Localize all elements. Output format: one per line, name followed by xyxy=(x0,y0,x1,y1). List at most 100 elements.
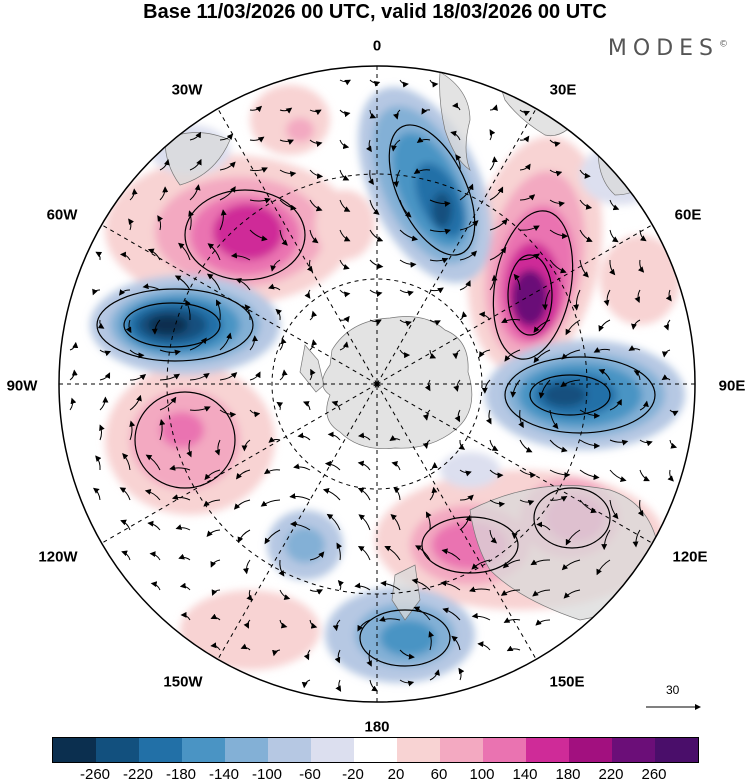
wind-vector xyxy=(399,349,411,359)
wind-vector xyxy=(609,199,620,211)
wind-vector xyxy=(279,369,288,381)
wind-vector xyxy=(293,463,311,471)
wind-vector xyxy=(216,299,222,321)
wind-vector xyxy=(270,259,281,272)
wind-vector xyxy=(573,289,581,311)
wind-vector xyxy=(415,545,431,561)
colorbar-tick-label: -140 xyxy=(208,766,240,783)
colorbar xyxy=(52,737,699,763)
colorbar-swatch xyxy=(440,738,483,762)
lon-label-180: 180 xyxy=(364,718,390,736)
wind-vector xyxy=(279,107,293,114)
wind-vector xyxy=(549,229,569,240)
colorbar-tick-label: -260 xyxy=(79,766,111,783)
wind-vector xyxy=(129,420,136,441)
wind-vector xyxy=(459,311,468,321)
wind-vector xyxy=(489,439,499,451)
wind-vector xyxy=(339,199,351,212)
wind-vector xyxy=(339,79,351,86)
wind-vector xyxy=(429,257,449,264)
wind-vector xyxy=(579,499,597,514)
colorbar-swatch xyxy=(139,738,182,762)
wind-vector xyxy=(303,649,311,661)
wind-vector xyxy=(206,529,221,537)
colorbar-tick-label: -100 xyxy=(251,766,283,783)
wind-vector xyxy=(502,559,521,569)
wind-vector xyxy=(339,169,350,181)
wind-vector xyxy=(379,616,401,622)
wind-vector xyxy=(147,520,161,531)
wind-vector xyxy=(452,349,461,360)
wind-vector xyxy=(563,589,581,599)
wind-vector xyxy=(118,289,131,296)
wind-vector xyxy=(518,409,524,429)
wind-vector xyxy=(429,349,437,359)
wind-vector xyxy=(549,169,563,177)
wind-vector xyxy=(565,319,581,336)
wind-vector xyxy=(380,580,401,591)
wind-vector xyxy=(206,273,221,291)
colorbar-swatch xyxy=(397,738,440,762)
wind-vector xyxy=(366,649,372,667)
wind-vector xyxy=(289,493,311,501)
lon-label-120w: 120W xyxy=(38,548,78,566)
wind-vector xyxy=(549,409,559,430)
wind-vector xyxy=(354,582,371,591)
wind-vector xyxy=(519,439,533,453)
lon-label-90e: 90E xyxy=(718,377,746,395)
wind-vector xyxy=(421,107,431,115)
wind-vector xyxy=(369,259,384,270)
wind-vector xyxy=(489,104,498,111)
wind-vector xyxy=(249,105,263,113)
wind-vector xyxy=(459,280,471,291)
wind-vector xyxy=(357,487,371,501)
wind-vector xyxy=(489,499,506,508)
wind-vector xyxy=(278,559,285,577)
wind-vector xyxy=(242,559,251,575)
wind-vector xyxy=(189,406,211,412)
wind-vector xyxy=(289,521,311,531)
wind-vector xyxy=(399,259,417,268)
wind-vector xyxy=(99,424,105,441)
wind-vector xyxy=(159,373,181,381)
wind-vector xyxy=(339,289,351,298)
wind-vector xyxy=(369,109,377,119)
wind-vector xyxy=(309,368,316,381)
wind-vector xyxy=(210,613,221,621)
wind-vector xyxy=(532,589,551,597)
wind-vector xyxy=(603,289,611,307)
wind-vector xyxy=(519,253,540,261)
wind-vector xyxy=(189,158,202,171)
wind-vector xyxy=(235,469,251,480)
wind-vector xyxy=(442,607,461,621)
wind-vector xyxy=(549,259,567,274)
wind-vector xyxy=(369,289,383,297)
wind-vector xyxy=(519,163,531,171)
wind-vector xyxy=(210,642,221,651)
wind-vector xyxy=(178,242,191,261)
wind-vector xyxy=(279,337,287,351)
wind-vector xyxy=(428,631,435,651)
wind-vector xyxy=(339,259,350,270)
wind-vector xyxy=(214,439,221,456)
wind-vector xyxy=(601,529,611,551)
wind-vector xyxy=(519,135,530,143)
wind-vector xyxy=(145,454,161,471)
wind-vector xyxy=(249,335,259,351)
wind-vector xyxy=(304,289,311,299)
lon-label-90w: 90W xyxy=(6,377,38,395)
wind-vector xyxy=(424,379,431,392)
colorbar-tick-label: 220 xyxy=(598,766,624,783)
south-pole-marker xyxy=(374,381,380,387)
wind-vector xyxy=(637,499,644,517)
wind-vector xyxy=(390,514,401,531)
height-contours xyxy=(96,124,656,667)
wind-vector xyxy=(429,669,440,681)
wind-vector xyxy=(519,194,536,201)
wind-vector xyxy=(99,372,111,381)
wind-vector xyxy=(159,159,170,171)
wind-vector xyxy=(332,619,341,632)
wind-vector xyxy=(151,319,161,335)
colorbar-tick-label: 20 xyxy=(387,766,405,783)
wind-vector xyxy=(129,373,147,381)
